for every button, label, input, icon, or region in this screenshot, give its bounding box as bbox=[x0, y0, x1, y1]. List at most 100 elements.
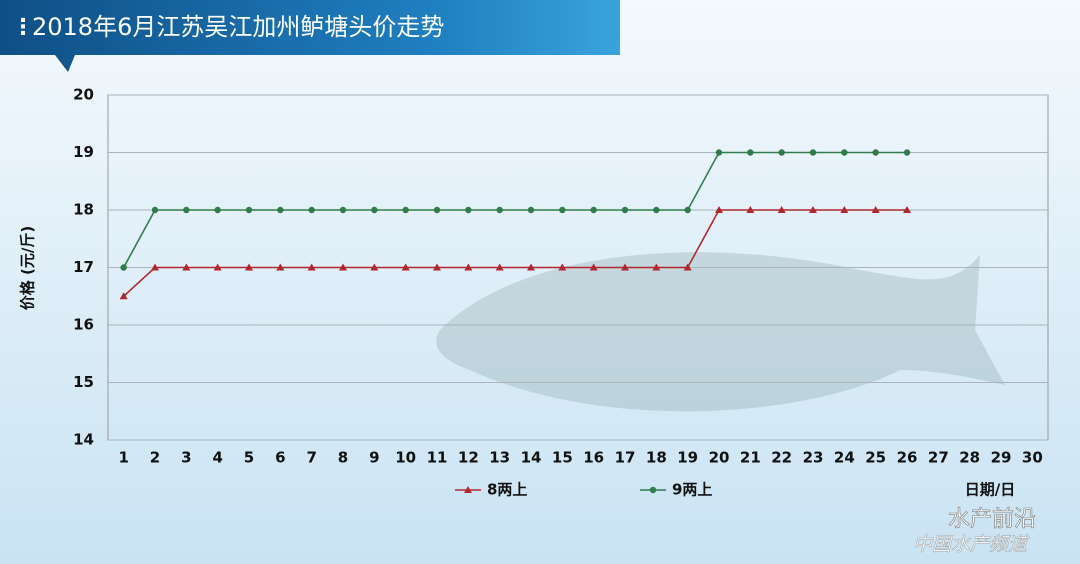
x-tick-label: 26 bbox=[897, 449, 918, 467]
x-tick-label: 14 bbox=[521, 449, 542, 467]
x-tick-label: 4 bbox=[212, 449, 222, 467]
watermark-channel: 中国水产频道 bbox=[913, 534, 1030, 556]
marker bbox=[339, 206, 347, 214]
marker bbox=[840, 206, 849, 213]
x-tick-label: 8 bbox=[338, 449, 348, 467]
title-dots: ⋮ bbox=[12, 15, 34, 40]
marker bbox=[183, 206, 190, 214]
legend-label: 9两上 bbox=[672, 481, 712, 499]
marker bbox=[871, 206, 880, 213]
marker bbox=[464, 263, 473, 271]
marker bbox=[715, 149, 723, 156]
marker bbox=[872, 149, 879, 156]
marker bbox=[903, 149, 911, 156]
x-tick-label: 25 bbox=[865, 449, 886, 467]
x-tick-label: 22 bbox=[771, 449, 792, 467]
y-tick-label: 18 bbox=[73, 201, 94, 219]
x-tick-label: 11 bbox=[427, 449, 448, 467]
x-tick-label: 5 bbox=[244, 449, 254, 467]
x-tick-label: 20 bbox=[709, 449, 730, 467]
marker bbox=[621, 206, 629, 214]
y-tick-label: 19 bbox=[73, 143, 94, 161]
marker bbox=[809, 206, 817, 213]
marker bbox=[151, 263, 159, 271]
fish-decoration bbox=[436, 252, 1005, 412]
marker bbox=[307, 263, 316, 271]
y-axis-label: 价格 (元/斤) bbox=[19, 226, 37, 310]
x-tick-label: 9 bbox=[369, 449, 379, 467]
legend-label: 8两上 bbox=[487, 481, 527, 499]
marker bbox=[495, 263, 504, 271]
x-tick-label: 23 bbox=[803, 449, 824, 467]
marker bbox=[277, 206, 284, 214]
marker bbox=[245, 206, 253, 214]
x-tick-label: 21 bbox=[740, 449, 761, 467]
watermark-brand: 水产前沿 bbox=[948, 507, 1036, 532]
marker bbox=[308, 206, 315, 214]
x-tick-label: 29 bbox=[991, 449, 1012, 467]
marker bbox=[527, 206, 535, 214]
marker bbox=[433, 206, 441, 214]
marker bbox=[370, 263, 379, 271]
marker bbox=[715, 206, 723, 213]
marker bbox=[245, 263, 253, 271]
x-tick-label: 15 bbox=[552, 449, 573, 467]
x-tick-label: 16 bbox=[583, 449, 604, 467]
marker bbox=[652, 263, 661, 271]
marker bbox=[621, 263, 629, 271]
marker bbox=[777, 206, 786, 213]
marker bbox=[214, 206, 221, 214]
marker bbox=[119, 292, 128, 300]
y-tick-label: 16 bbox=[73, 316, 94, 334]
legend-marker bbox=[464, 486, 472, 493]
x-tick-label: 1 bbox=[118, 449, 128, 467]
x-tick-label: 12 bbox=[458, 449, 479, 467]
x-tick-label: 3 bbox=[181, 449, 191, 467]
marker bbox=[182, 263, 191, 271]
marker bbox=[371, 206, 378, 214]
marker bbox=[841, 149, 848, 156]
marker bbox=[151, 206, 159, 214]
marker bbox=[746, 206, 755, 213]
chart-title: 2018年6月江苏吴江加州鲈塘头价走势 bbox=[32, 13, 444, 41]
marker bbox=[589, 263, 598, 271]
series-line bbox=[122, 151, 907, 268]
marker bbox=[809, 149, 817, 156]
x-tick-label: 24 bbox=[834, 449, 855, 467]
y-tick-label: 20 bbox=[73, 86, 94, 104]
marker bbox=[276, 263, 285, 271]
marker bbox=[433, 263, 441, 271]
marker bbox=[120, 264, 127, 271]
marker bbox=[747, 149, 754, 156]
marker bbox=[559, 206, 566, 214]
marker bbox=[683, 263, 692, 271]
marker bbox=[778, 149, 785, 156]
marker bbox=[213, 263, 222, 271]
x-tick-label: 27 bbox=[928, 449, 949, 467]
marker bbox=[401, 263, 410, 271]
x-tick-label: 7 bbox=[306, 449, 316, 467]
x-tick-label: 28 bbox=[959, 449, 980, 467]
marker bbox=[465, 206, 472, 214]
marker bbox=[653, 206, 660, 214]
series-line bbox=[123, 209, 907, 297]
marker bbox=[339, 263, 347, 271]
x-axis-label: 日期/日 bbox=[965, 481, 1015, 499]
marker bbox=[590, 206, 597, 214]
y-tick-label: 15 bbox=[73, 373, 94, 391]
x-tick-label: 6 bbox=[275, 449, 285, 467]
marker bbox=[496, 206, 503, 214]
marker bbox=[684, 206, 691, 214]
x-tick-label: 18 bbox=[646, 449, 667, 467]
legend-marker bbox=[649, 486, 657, 494]
y-tick-label: 14 bbox=[73, 431, 94, 449]
x-tick-label: 30 bbox=[1022, 449, 1043, 467]
y-tick-label: 17 bbox=[73, 258, 94, 276]
title-banner bbox=[0, 0, 620, 72]
marker bbox=[527, 263, 535, 271]
marker bbox=[903, 206, 911, 213]
marker bbox=[558, 263, 567, 271]
x-tick-label: 2 bbox=[150, 449, 160, 467]
